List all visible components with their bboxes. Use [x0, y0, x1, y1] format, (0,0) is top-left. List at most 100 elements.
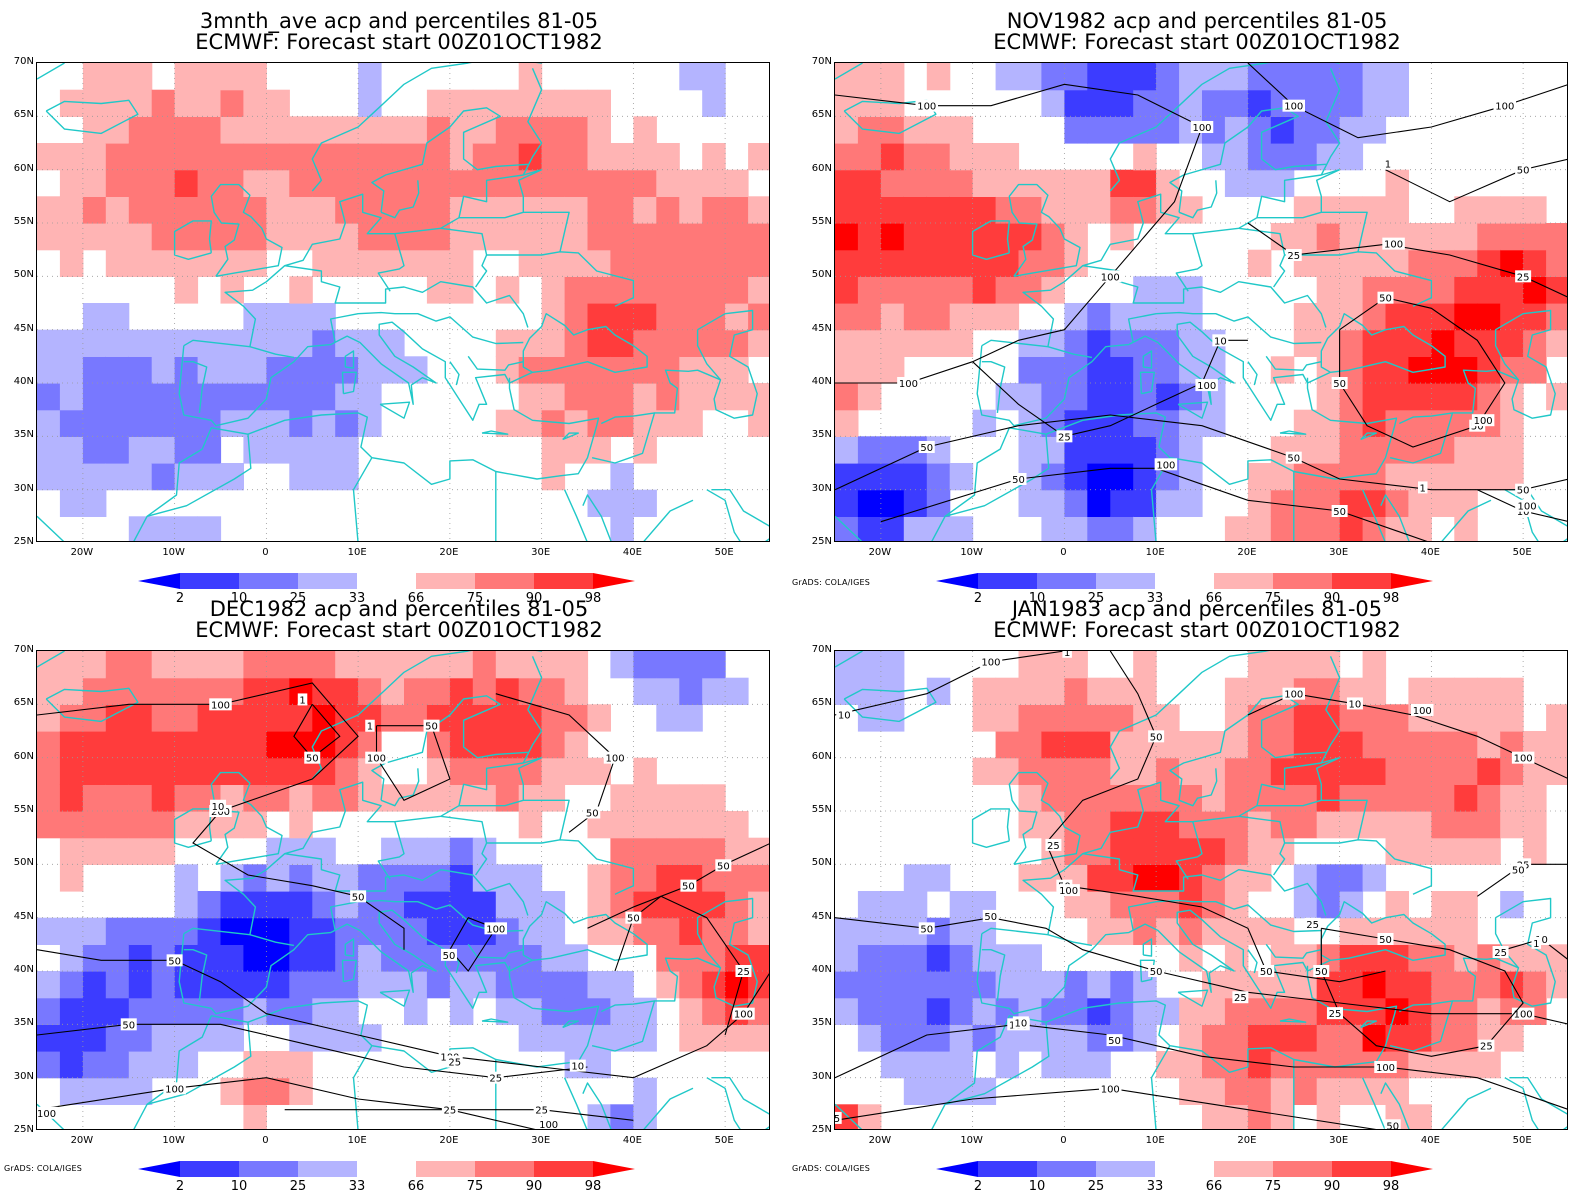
- percentile-cell: [564, 169, 589, 197]
- percentile-cell: [1316, 516, 1341, 541]
- percentile-cell: [128, 63, 153, 91]
- colorbar-label: 66: [1205, 1179, 1223, 1194]
- percentile-cell: [128, 436, 153, 464]
- percentile-cell: [1293, 1024, 1318, 1052]
- latitude-tick-label: 35N: [811, 1017, 832, 1029]
- contour-label: 100: [1284, 690, 1303, 701]
- contour-label: 50: [984, 912, 997, 923]
- percentile-cell: [1041, 356, 1065, 384]
- percentile-cell: [1018, 383, 1042, 411]
- percentile-cell: [449, 196, 474, 224]
- percentile-cell: [1087, 971, 1111, 999]
- percentile-cell: [1523, 223, 1547, 251]
- latitude-tick-label: 30N: [13, 482, 34, 494]
- percentile-cell: [564, 356, 589, 384]
- colorbar-label: 98: [584, 1179, 602, 1194]
- percentile-cell: [128, 784, 153, 812]
- contour-label: 25: [448, 1058, 461, 1069]
- percentile-cell: [289, 329, 313, 357]
- contour-label: 50: [1386, 1121, 1399, 1130]
- percentile-cell: [679, 303, 703, 331]
- percentile-cell: [174, 329, 199, 357]
- percentile-cell: [1523, 971, 1547, 999]
- coastline: [486, 839, 635, 895]
- percentile-cell: [835, 196, 859, 224]
- contour-label-bg: [1099, 1082, 1122, 1095]
- longitude-tick-label: 20E: [1237, 547, 1257, 558]
- percentile-cell: [857, 997, 882, 1025]
- percentile-cell: [1500, 436, 1524, 464]
- percentile-cell: [835, 944, 859, 972]
- percentile-cell: [128, 704, 153, 732]
- percentile-cell: [1454, 276, 1478, 304]
- percentile-cell: [1546, 731, 1567, 759]
- coastline: [379, 401, 411, 419]
- percentile-map: [37, 63, 769, 541]
- percentile-cell: [587, 489, 611, 517]
- percentile-cell: [59, 409, 84, 437]
- percentile-cell: [1202, 143, 1226, 171]
- percentile-cell: [1339, 971, 1364, 999]
- percentile-cell: [1270, 811, 1295, 839]
- percentile-cell: [449, 704, 474, 732]
- percentile-cell: [37, 731, 61, 759]
- percentile-cell: [748, 276, 769, 304]
- percentile-cell: [220, 356, 244, 384]
- percentile-cell: [610, 276, 634, 304]
- percentile-cell: [1454, 489, 1478, 517]
- percentile-cell: [128, 249, 153, 277]
- percentile-cell: [495, 89, 520, 117]
- percentile-cell: [1133, 891, 1157, 919]
- percentile-cell: [289, 944, 313, 972]
- coastline: [1175, 233, 1203, 292]
- longitude-tick-label: 40E: [622, 1135, 642, 1146]
- percentile-cell: [59, 436, 84, 464]
- percentile-cell: [105, 196, 130, 224]
- percentile-cell: [926, 1051, 951, 1079]
- percentile-cell: [857, 249, 882, 277]
- percentile-cell: [518, 971, 543, 999]
- percentile-cell: [564, 436, 589, 464]
- percentile-cell: [926, 276, 951, 304]
- percentile-cell: [926, 944, 951, 972]
- percentile-cell: [174, 516, 199, 541]
- percentile-cell: [835, 249, 859, 277]
- percentile-cell: [679, 997, 703, 1025]
- percentile-cell: [1110, 997, 1134, 1025]
- percentile-cell: [1408, 677, 1432, 705]
- percentile-cell: [1431, 757, 1455, 785]
- colorbar-label: 33: [1146, 591, 1164, 606]
- percentile-cell: [1385, 409, 1409, 437]
- percentile-cell: [105, 409, 130, 437]
- percentile-cell: [1133, 329, 1157, 357]
- percentile-cell: [587, 276, 611, 304]
- percentile-cell: [1133, 463, 1157, 491]
- percentile-cell: [903, 944, 928, 972]
- percentile-cell: [748, 837, 769, 865]
- percentile-cell: [1133, 89, 1157, 117]
- latitude-tick-label: 55N: [811, 216, 832, 227]
- percentile-cell: [220, 917, 244, 945]
- percentile-cell: [59, 731, 84, 759]
- coastline: [835, 377, 1398, 541]
- percentile-cell: [289, 223, 313, 251]
- contour-label: 100: [37, 1109, 56, 1120]
- percentile-cell: [1546, 704, 1567, 732]
- coastline: [522, 656, 543, 764]
- percentile-cell: [1202, 1051, 1226, 1079]
- percentile-cell: [1179, 917, 1203, 945]
- panel-title: JAN1983 acp and percentiles 81-05: [1011, 597, 1383, 621]
- colorbar-segment: [357, 1161, 416, 1177]
- percentile-cell: [926, 303, 951, 331]
- percentile-cell: [518, 704, 543, 732]
- percentile-cell: [1041, 731, 1065, 759]
- coastline: [210, 183, 283, 277]
- panel-title: NOV1982 acp and percentiles 81-05: [1006, 9, 1388, 33]
- latitude-tick-label: 45N: [811, 910, 832, 922]
- colorbar-segment: [1332, 1161, 1391, 1177]
- percentile-cell: [1546, 329, 1567, 357]
- percentile-cell: [1087, 116, 1111, 144]
- percentile-cell: [266, 651, 290, 679]
- coastline: [706, 1077, 769, 1129]
- latitude-tick-label: 50N: [13, 269, 34, 281]
